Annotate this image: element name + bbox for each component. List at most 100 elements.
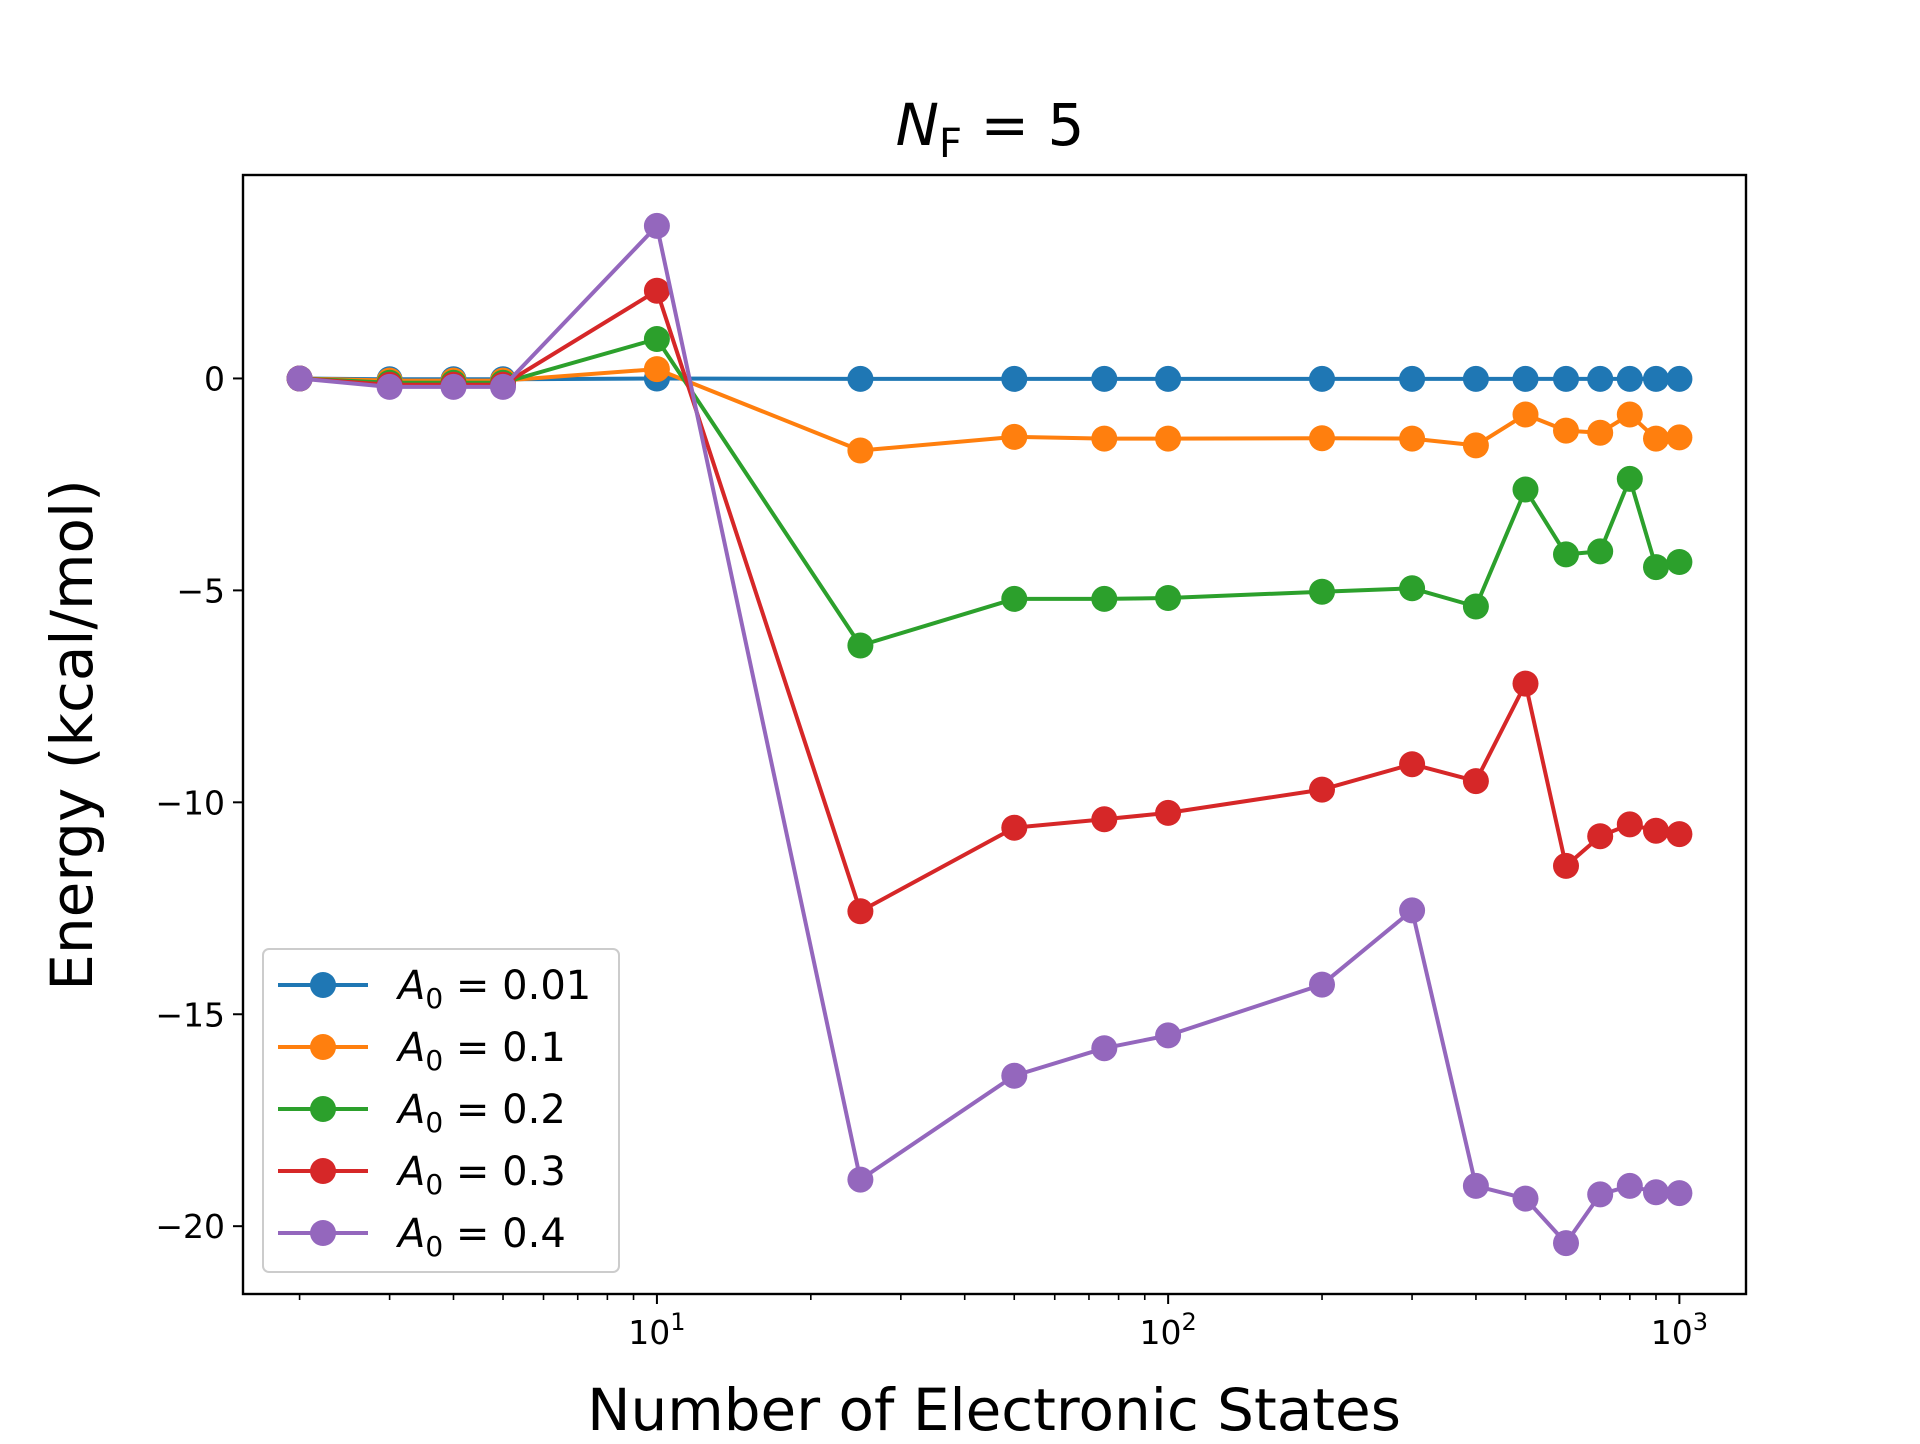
data-point [1001, 423, 1028, 450]
title-subscript: F [939, 121, 962, 167]
data-point [1512, 670, 1539, 697]
legend-subscript: 0 [425, 982, 443, 1015]
data-point [1616, 1172, 1643, 1199]
legend-value: = 0.3 [443, 1149, 566, 1195]
legend-symbol: A [395, 1149, 425, 1195]
data-point [1155, 425, 1182, 452]
legend-value: = 0.1 [443, 1025, 566, 1071]
data-point [643, 356, 670, 383]
data-point [1643, 425, 1669, 452]
data-point [1512, 476, 1539, 503]
chart-title: NF = 5 [896, 91, 1085, 167]
data-point [1462, 432, 1489, 459]
legend-marker [310, 1034, 336, 1060]
data-point [1091, 425, 1118, 452]
data-point [490, 373, 516, 400]
legend-label: A0 = 0.3 [395, 1149, 566, 1201]
data-point [1616, 811, 1643, 838]
y-tick-label: −15 [155, 995, 225, 1034]
data-point [1091, 1035, 1118, 1062]
data-point [847, 1166, 874, 1193]
data-point [643, 326, 670, 352]
x-tick-label: 102 [1140, 1308, 1197, 1352]
legend-entry: A0 = 0.1 [278, 1025, 566, 1077]
legend-entry: A0 = 0.3 [278, 1149, 566, 1201]
y-axis-label: Energy (kcal/mol) [38, 479, 106, 991]
data-point [1309, 578, 1335, 605]
data-point [1462, 365, 1489, 392]
data-point [1666, 1180, 1693, 1207]
data-point [1512, 365, 1539, 392]
legend-value: = 0.4 [443, 1211, 566, 1257]
data-point [1091, 806, 1118, 833]
data-point [1587, 823, 1614, 850]
x-tick-exponent: 3 [1693, 1308, 1708, 1336]
y-tick-label: −5 [176, 571, 225, 610]
data-point [376, 373, 403, 400]
x-axis-label: Number of Electronic States [587, 1376, 1401, 1440]
data-point [1643, 554, 1669, 581]
data-point [847, 898, 874, 925]
data-point [440, 373, 467, 400]
legend-label: A0 = 0.1 [395, 1025, 566, 1077]
data-point [1616, 465, 1643, 492]
data-point [1553, 365, 1579, 392]
x-tick-label: 103 [1651, 1308, 1708, 1352]
data-point [1553, 417, 1579, 444]
data-point [1587, 365, 1614, 392]
title-symbol: N [896, 91, 939, 159]
legend-label: A0 = 0.2 [395, 1087, 566, 1139]
legend-value: = 0.2 [443, 1087, 566, 1133]
data-point [1399, 425, 1426, 452]
data-point [1643, 1179, 1669, 1206]
data-point [1666, 365, 1693, 392]
data-point [847, 437, 874, 464]
y-tick-label: 0 [204, 359, 225, 398]
data-point [1666, 424, 1693, 451]
legend-symbol: A [395, 1087, 425, 1133]
data-point [1587, 1181, 1614, 1208]
y-tick-label: −10 [155, 783, 225, 822]
data-point [1587, 538, 1614, 565]
data-point [1666, 549, 1693, 575]
data-point [847, 365, 874, 392]
data-point [643, 277, 670, 304]
data-point [1001, 814, 1028, 841]
plot-frame [241, 173, 1748, 1296]
x-tick-label: 101 [628, 1308, 685, 1352]
x-tick-exponent: 1 [670, 1308, 685, 1336]
data-point [1616, 401, 1643, 428]
legend-marker [310, 1158, 336, 1184]
legend-symbol: A [395, 1211, 425, 1257]
data-point [643, 212, 670, 239]
data-point [1399, 365, 1426, 392]
x-tick-exponent: 2 [1182, 1308, 1197, 1336]
legend-subscript: 0 [425, 1044, 443, 1077]
data-point [1462, 768, 1489, 795]
legend-marker [310, 972, 336, 998]
legend-marker [310, 1096, 336, 1122]
data-point [1001, 365, 1028, 392]
data-point [1399, 575, 1426, 602]
data-point [1462, 593, 1489, 620]
data-point [1616, 365, 1643, 392]
data-point [1512, 401, 1539, 428]
legend-value: = 0.01 [443, 963, 591, 1009]
legend-subscript: 0 [425, 1168, 443, 1201]
data-point [847, 632, 874, 659]
legend-symbol: A [395, 963, 425, 1009]
data-point [1553, 1230, 1579, 1257]
series-layer [286, 212, 1693, 1257]
data-point [1309, 365, 1335, 392]
data-point [286, 365, 313, 392]
legend-entry: A0 = 0.2 [278, 1087, 566, 1139]
legend-box [262, 948, 620, 1273]
data-point [1399, 751, 1426, 778]
x-tick-base: 10 [628, 1313, 670, 1352]
legend-label: A0 = 0.01 [395, 963, 591, 1015]
data-point [1091, 585, 1118, 612]
data-point [1666, 821, 1693, 848]
title-rest: = 5 [962, 91, 1084, 159]
